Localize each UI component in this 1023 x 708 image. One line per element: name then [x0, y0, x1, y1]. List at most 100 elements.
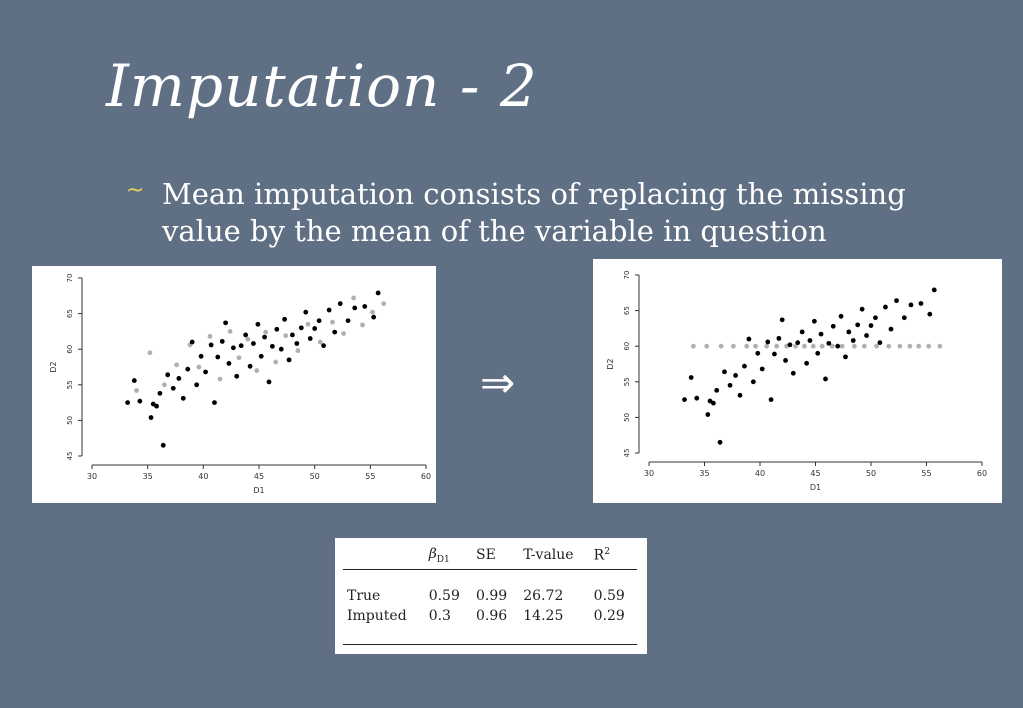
observed-point — [710, 400, 716, 406]
observed-point — [688, 375, 694, 380]
observed-point — [269, 343, 275, 349]
observed-point — [843, 354, 848, 360]
observed-point — [352, 305, 358, 311]
observed-point — [125, 400, 131, 405]
observed-point — [198, 353, 204, 359]
imputed-point — [819, 343, 825, 349]
observed-point — [316, 318, 322, 324]
observed-point — [888, 326, 894, 332]
y-tick-label: 45 — [623, 449, 631, 458]
row-label: True — [347, 587, 381, 604]
x-tick-label: 60 — [977, 469, 987, 478]
observed-point — [873, 315, 878, 321]
observed-point — [226, 361, 232, 366]
observed-point — [148, 415, 154, 420]
y-tick-label: 65 — [66, 309, 74, 318]
observed-point — [312, 326, 318, 331]
imputed-point — [227, 329, 233, 334]
imputed-point — [704, 343, 710, 349]
observed-point — [345, 318, 351, 324]
x-tick-label: 55 — [921, 469, 931, 478]
y-tick-label: 70 — [66, 274, 74, 283]
table-header-row: βD1 SE T-value R2 — [343, 544, 637, 570]
observed-point — [375, 290, 381, 296]
observed-point — [180, 395, 186, 401]
imputed-point — [196, 364, 202, 370]
imputed-point — [744, 343, 750, 349]
observed-point — [759, 366, 765, 372]
imputed-point — [330, 319, 335, 325]
header-se: SE — [471, 544, 520, 570]
cell-beta: 0.3 — [424, 605, 472, 645]
cell-se: 0.99 — [475, 587, 508, 604]
y-tick-label: 50 — [66, 416, 74, 425]
imputed-point — [295, 348, 301, 354]
observed-point — [838, 313, 844, 319]
imputed-point — [753, 343, 758, 349]
observed-point — [799, 329, 805, 335]
observed-point — [918, 301, 924, 306]
observed-point — [262, 334, 267, 340]
observed-point — [901, 315, 907, 321]
observed-point — [219, 338, 225, 344]
observed-point — [286, 357, 292, 363]
observed-point — [768, 397, 774, 402]
imputed-point — [907, 343, 913, 349]
observed-point — [755, 350, 761, 356]
imputed-point — [217, 376, 223, 382]
observed-point — [238, 343, 244, 349]
table-row: Imputed 0.3 0.96 14.25 0.29 — [343, 605, 637, 645]
observed-point — [223, 320, 229, 326]
observed-point — [717, 439, 723, 445]
observed-point — [362, 304, 368, 309]
observed-point — [804, 360, 810, 366]
regression-table: βD1 SE T-value R2 True 0.59 0.99 26.72 0… — [335, 538, 647, 654]
observed-point — [807, 338, 813, 343]
observed-point — [733, 372, 738, 378]
imputed-point — [283, 333, 289, 339]
imputed-point — [370, 309, 375, 315]
y-tick-label: 60 — [623, 342, 631, 351]
observed-point — [868, 323, 874, 328]
observed-point — [722, 369, 727, 375]
observed-point — [274, 326, 280, 332]
cell-r2: 0.59 — [593, 587, 625, 604]
observed-point — [160, 442, 166, 448]
imputed-point — [839, 343, 845, 349]
imputed-point — [730, 343, 736, 349]
imputed-point — [802, 343, 807, 349]
imputed-point — [134, 388, 139, 393]
imputed-point — [263, 329, 269, 335]
imputed-point — [897, 343, 903, 349]
header-r2: R2 — [589, 544, 637, 570]
table-row: True 0.59 0.99 26.72 0.59 — [343, 569, 637, 606]
observed-point — [776, 335, 782, 341]
observed-point — [846, 329, 852, 335]
imputed-point — [317, 339, 323, 345]
observed-point — [176, 375, 182, 381]
observed-point — [746, 336, 752, 342]
observed-point — [307, 336, 313, 341]
row-label: Imputed — [343, 605, 425, 645]
y-tick-label: 70 — [623, 271, 631, 280]
observed-point — [215, 354, 221, 360]
slide-title: Imputation - 2 — [106, 52, 538, 120]
observed-point — [170, 385, 176, 391]
observed-point — [835, 343, 841, 349]
x-tick-label: 35 — [143, 472, 153, 481]
imputed-point — [829, 343, 835, 349]
imputed-point — [147, 350, 153, 356]
x-tick-label: 30 — [87, 472, 97, 481]
observed-point — [157, 390, 163, 396]
observed-point — [278, 346, 284, 352]
observed-point — [795, 340, 801, 346]
imputed-point — [886, 343, 892, 349]
imputed-point — [774, 343, 780, 349]
x-tick-label: 30 — [644, 469, 654, 478]
imputed-point — [305, 321, 311, 327]
observed-point — [790, 370, 796, 376]
x-tick-label: 50 — [310, 472, 320, 481]
x-tick-label: 60 — [421, 472, 431, 481]
observed-point — [818, 331, 824, 337]
observed-point — [371, 314, 377, 320]
